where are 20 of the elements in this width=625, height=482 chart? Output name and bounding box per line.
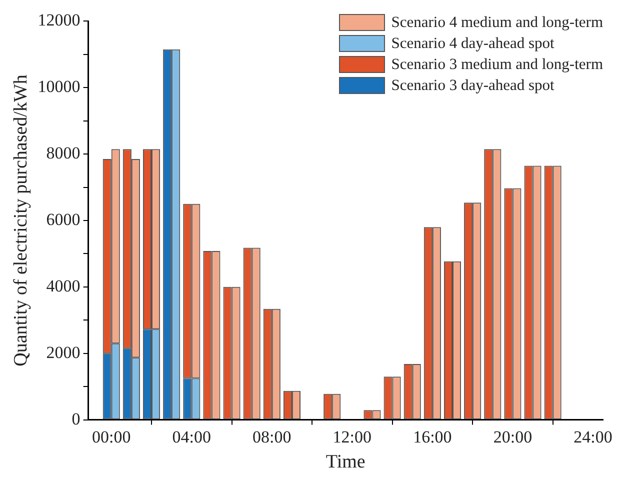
legend-label: Scenario 4 medium and long-term: [391, 13, 603, 33]
y-tick-label: 2000: [46, 342, 80, 362]
x-tick-label: 08:00: [252, 427, 292, 446]
legend-label: Scenario 3 medium and long-term: [391, 55, 603, 75]
x-tick-label: 04:00: [172, 427, 212, 446]
x-tick-label: 20:00: [493, 427, 532, 446]
x-tick-label: 00:00: [92, 427, 131, 446]
y-tick-label: 10000: [38, 77, 80, 96]
legend-label: Scenario 3 day-ahead spot: [391, 76, 554, 96]
y-tick-label: 8000: [46, 144, 80, 163]
legend-label: Scenario 4 day-ahead spot: [391, 34, 554, 54]
x-tick-label: 12:00: [332, 427, 372, 446]
x-tick-label: 16:00: [413, 427, 452, 446]
y-axis-title: Quantity of electricity purchased/kWh: [10, 74, 32, 366]
x-axis-title: Time: [326, 452, 366, 473]
y-tick-label: 12000: [38, 10, 80, 30]
y-tick-label: 6000: [46, 210, 80, 229]
y-tick-label: 4000: [46, 276, 80, 296]
y-tick-label: 0: [72, 409, 80, 428]
x-tick-label: 24:00: [574, 427, 612, 446]
